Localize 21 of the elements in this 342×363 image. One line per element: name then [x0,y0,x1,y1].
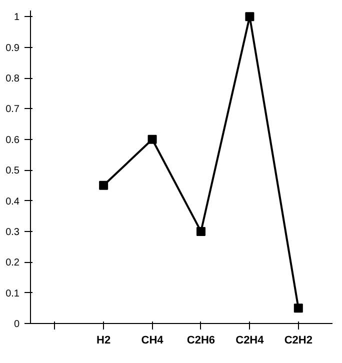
y-tick-label: 0.2 [6,258,20,269]
point [99,180,108,190]
y-tick-label: 0.9 [6,42,20,54]
y-tick-label: 0.8 [6,74,20,85]
point [148,134,157,144]
x-tick-label: C2H2 [284,334,312,346]
y-tick-label: 0.3 [6,226,20,238]
y-tick-label: 0.4 [6,196,20,208]
y-tick-label: 1 [14,12,20,24]
y-tick-label: 0.6 [6,134,20,146]
x-tick-label: CH4 [141,334,164,346]
x-tick-label: H2 [96,334,111,346]
y-tick-label: 0.1 [6,288,20,300]
y-tick-label: 0.5 [6,166,20,177]
x-tick-label: C2H6 [186,334,216,346]
x-tick-label: C2H4 [236,334,265,346]
y-tick-label: 0.7 [6,104,20,116]
point [294,304,303,313]
point [196,226,206,236]
y-tick-label: 0 [14,319,20,330]
point [245,12,254,22]
